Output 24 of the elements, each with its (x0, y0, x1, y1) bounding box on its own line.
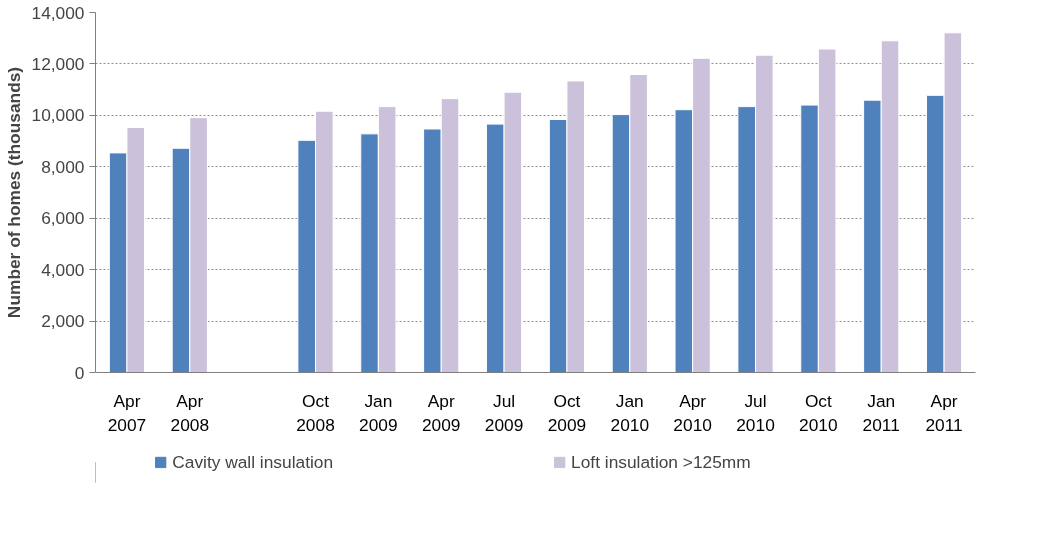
x-tick-label: Jan 2009 (359, 390, 398, 435)
x-tick-label: Oct 2008 (296, 390, 335, 435)
x-tick-label: Apr 2008 (170, 390, 210, 435)
y-axis-title: Number of homes (thousands) (3, 66, 24, 319)
x-tick-label: Oct 2010 (799, 390, 838, 435)
x-tick-label: Jan 2010 (610, 390, 650, 435)
y-tick-label: 0 (74, 362, 85, 383)
y-tick-label: 8,000 (41, 156, 85, 177)
x-tick-label: Apr 2007 (107, 390, 147, 435)
y-tick-label: 10,000 (31, 105, 85, 126)
y-tick-label: 6,000 (41, 208, 85, 229)
x-tick-label: Jul 2009 (484, 390, 524, 435)
x-tick-label: Jul 2010 (736, 390, 775, 435)
x-tick-label: Apr 2009 (421, 390, 461, 435)
y-tick-label: 14,000 (31, 2, 85, 23)
y-tick-label: 4,000 (41, 259, 85, 280)
x-tick-label: Jan 2011 (862, 390, 900, 435)
x-tick-label: Apr 2010 (673, 390, 712, 435)
y-tick-label: 12,000 (31, 53, 85, 74)
legend-label: Cavity wall insulation (172, 451, 334, 473)
y-tick-label: 2,000 (41, 311, 85, 332)
x-tick-label: Apr 2011 (925, 390, 963, 435)
x-tick-label: Oct 2009 (547, 390, 587, 435)
legend-label: Loft insulation >125mm (571, 451, 751, 473)
